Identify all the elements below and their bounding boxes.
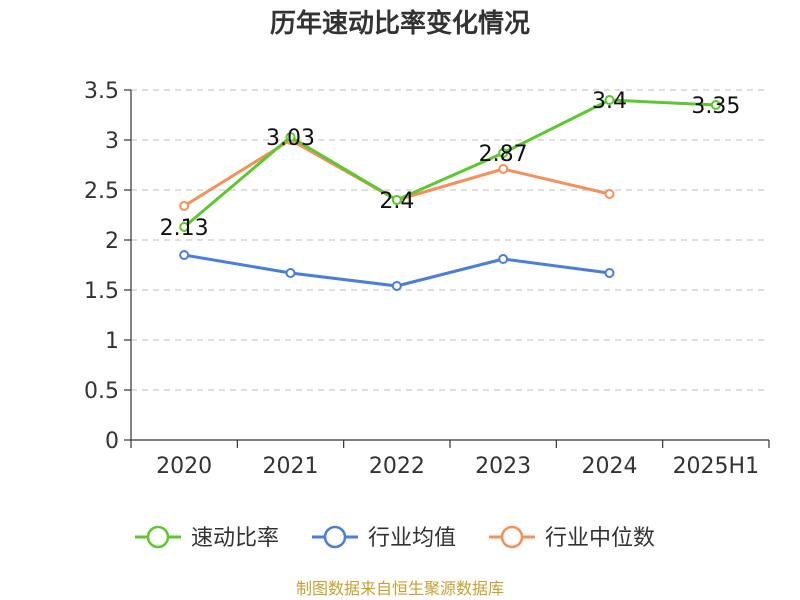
data-point [604, 189, 615, 199]
data-label: 3.03 [266, 126, 315, 151]
legend-label: 行业均值 [368, 526, 456, 551]
data-point [179, 250, 190, 260]
y-tick-label: 3 [105, 129, 119, 154]
legend-item[interactable]: 行业中位数 [489, 525, 655, 551]
data-label: 3.35 [691, 94, 740, 119]
x-tick-label: 2023 [475, 454, 531, 479]
legend-marker [500, 525, 524, 549]
data-label: 2.13 [160, 216, 209, 241]
data-point [604, 268, 615, 278]
x-tick-label: 2020 [156, 454, 212, 479]
data-point [498, 148, 509, 158]
y-tick-label: 1 [105, 329, 119, 354]
y-tick-label: 0.5 [84, 379, 119, 404]
data-point [498, 254, 509, 264]
data-label: 3.4 [592, 89, 627, 114]
data-label: 2.4 [379, 189, 414, 214]
data-point [285, 132, 296, 142]
x-axis: 2020 2021 2022 2023 2024 2025H1 [130, 439, 770, 479]
data-point [179, 222, 190, 232]
series-1 [179, 250, 615, 291]
series-line [183, 98, 716, 229]
series-0 [179, 95, 721, 232]
x-tick-label: 2021 [263, 454, 319, 479]
source-note: 制图数据来自恒生聚源数据库 [296, 579, 504, 598]
chart-title: 历年速动比率变化情况 [270, 8, 530, 39]
y-tick-label: 2 [105, 229, 119, 254]
data-point [498, 164, 509, 174]
data-label: 2.87 [479, 142, 528, 167]
y-tick-label: 3.5 [84, 79, 119, 104]
y-tick-label: 0 [105, 429, 119, 454]
data-point [285, 268, 296, 278]
y-axis: 0 0.5 1 1.5 2 2.5 3 3.5 [84, 79, 132, 454]
x-tick-label: 2024 [582, 454, 638, 479]
data-labels: 2.13 3.03 2.4 2.87 3.4 3.35 [160, 89, 741, 241]
y-tick-label: 1.5 [84, 279, 119, 304]
data-point [179, 201, 190, 211]
legend-marker [323, 525, 347, 549]
legend-label: 行业中位数 [545, 526, 655, 551]
data-point [710, 100, 721, 110]
data-point [391, 281, 402, 291]
legend-item[interactable]: 行业均值 [312, 525, 456, 551]
legend: 速动比率 行业均值 行业中位数 [135, 525, 655, 551]
data-point [604, 95, 615, 105]
x-tick-label: 2022 [369, 454, 425, 479]
data-point [391, 195, 402, 205]
legend-item[interactable]: 速动比率 [135, 525, 279, 551]
legend-marker [146, 525, 170, 549]
grid [131, 89, 769, 391]
legend-label: 速动比率 [191, 526, 279, 551]
x-tick-label: 2025H1 [673, 454, 760, 479]
y-tick-label: 2.5 [84, 179, 119, 204]
series-layer [179, 95, 721, 291]
